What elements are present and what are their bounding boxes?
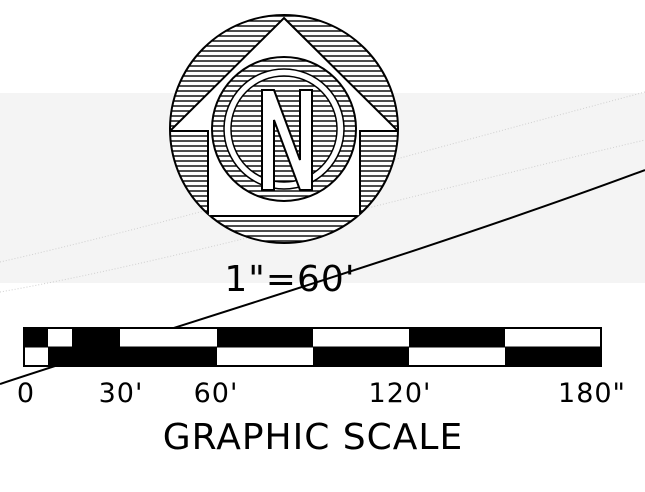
scale-ratio-label: 1"=60'	[224, 259, 355, 300]
scale-cell	[24, 328, 48, 347]
graphic-scale-title: GRAPHIC SCALE	[163, 417, 463, 458]
scale-cell	[48, 347, 96, 366]
faint-property-line	[0, 91, 645, 263]
scale-cell	[217, 328, 313, 347]
scale-cell	[120, 347, 217, 366]
scale-label-60: 60'	[194, 378, 239, 409]
scale-bar	[23, 327, 602, 367]
scale-label-180: 180"	[558, 378, 626, 409]
scale-label-120: 120'	[369, 378, 432, 409]
scale-cell	[96, 347, 120, 366]
north-arrow-icon: N	[169, 14, 399, 244]
scale-label-0: 0	[17, 378, 35, 409]
north-letter-glyph	[261, 89, 313, 191]
scale-cell	[409, 328, 505, 347]
scale-label-30: 30'	[99, 378, 144, 409]
scale-cell	[313, 347, 409, 366]
scale-cell	[72, 328, 96, 347]
scale-cell	[505, 347, 601, 366]
scale-cell	[96, 328, 120, 347]
